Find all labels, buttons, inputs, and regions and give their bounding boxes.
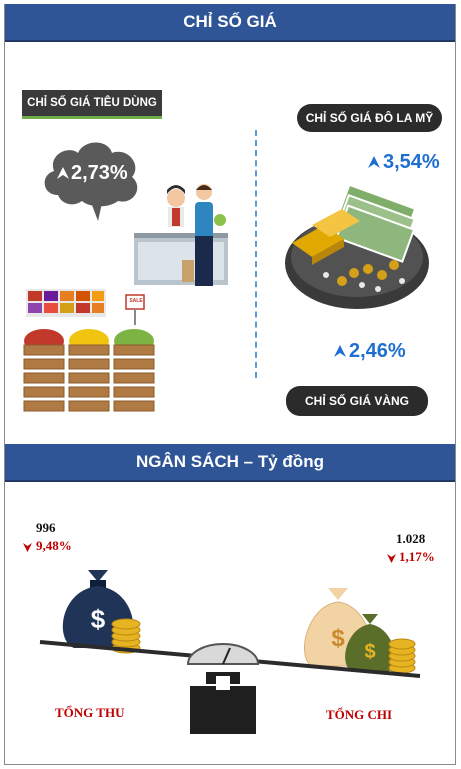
budget-header: NGÂN SÁCH – Tỷ đồng: [5, 444, 455, 480]
usd-value: 3,54%: [383, 151, 440, 173]
usd-label: CHỈ SỐ GIÁ ĐÔ LA MỸ: [297, 104, 442, 132]
cpi-cloud-icon: [44, 142, 138, 221]
column-divider: [255, 130, 257, 378]
svg-text:$: $: [364, 641, 375, 663]
expense-change: 1,17%: [399, 549, 435, 564]
revenue-down-arrow-icon: [23, 543, 32, 552]
shop-counter-illustration: [134, 184, 228, 286]
expense-label: TỔNG CHI: [326, 707, 393, 722]
cpi-label: CHỈ SỐ GIÁ TIÊU DÙNG: [22, 90, 162, 119]
balance-scale-illustration: $ $ $: [39, 570, 421, 734]
svg-text:$: $: [91, 604, 106, 634]
expense-down-arrow-icon: [387, 554, 396, 563]
svg-text:$: $: [331, 625, 345, 652]
gold-label: CHỈ SỐ GIÁ VÀNG: [286, 386, 428, 416]
header-underline: [5, 40, 455, 42]
price-index-header: CHỈ SỐ GIÁ: [5, 4, 455, 40]
expense-amount: 1.028: [396, 531, 426, 546]
gold-up-arrow-icon: [334, 345, 346, 357]
cpi-value: 2,73%: [71, 162, 128, 184]
sale-tag: SALE: [129, 298, 143, 304]
header-underline-2: [5, 480, 455, 482]
money-gold-plate-illustration: [285, 185, 429, 309]
revenue-label: TỔNG THU: [55, 705, 125, 720]
market-produce-illustration: [23, 289, 155, 412]
cpi-up-arrow-icon: [57, 167, 69, 179]
revenue-change: 9,48%: [36, 538, 72, 553]
revenue-amount: 996: [36, 520, 56, 535]
usd-up-arrow-icon: [368, 156, 380, 168]
gold-value: 2,46%: [349, 340, 406, 362]
